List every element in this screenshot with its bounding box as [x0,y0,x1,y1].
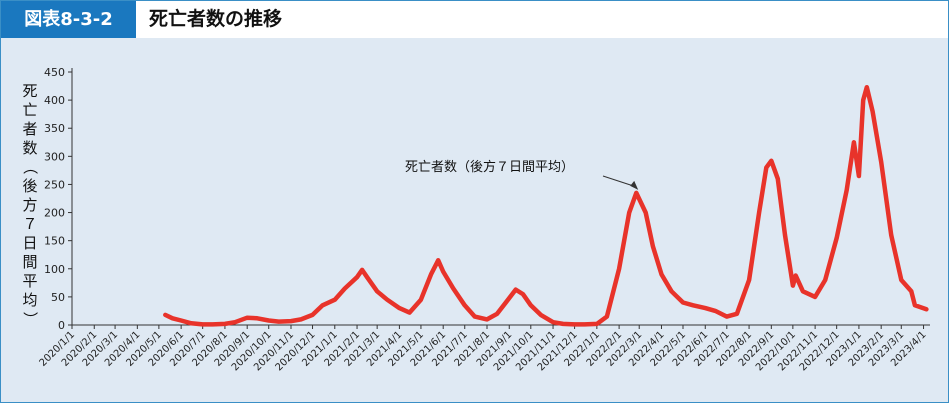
annotation: 死亡者数（後方７日間平均） [405,159,639,190]
y-axis-label-char: 者 [22,120,37,138]
y-tick-label: 150 [44,235,65,248]
y-axis-label-char: ） [21,311,39,326]
plot-background [1,38,948,402]
y-axis-label-char: 均 [22,291,37,309]
series-line-deaths [163,84,929,327]
annotation-label: 死亡者数（後方７日間平均） [405,159,574,175]
y-tick-label: 300 [44,150,65,163]
y-tick-label: 400 [44,94,65,107]
figure-header: 図表8-3-2 死亡者数の推移 [1,1,948,38]
y-axis-label-char: 亡 [22,101,37,119]
y-axis-label-char: 間 [22,253,37,271]
y-axis-label-char: （ [21,159,39,174]
y-tick-label: 350 [44,122,65,135]
annotation-arrow-head [630,180,639,190]
y-tick-label: 50 [51,291,65,304]
y-tick-label: 100 [44,263,65,276]
y-tick-label: 0 [58,319,65,332]
y-axis-label: 死亡者数 （ 後方７日間平均 ） [21,82,39,327]
y-tick-label: 250 [44,178,65,191]
x-axis-ticks: 2020/1/12020/2/12020/3/12020/4/12020/5/1… [38,325,929,373]
y-axis-label-char: 死 [22,82,37,100]
y-axis-label-char: 後 [22,177,37,195]
y-axis-ticks: 0 50 100 150 200 250 300 350 400 450 [44,66,72,332]
series [163,84,929,327]
figure-number-badge: 図表8-3-2 [1,1,136,38]
annotation-arrow-line [602,175,637,188]
y-axis-label-char: 平 [22,272,37,290]
y-tick-label: 450 [44,66,65,79]
y-axis-label-char: 方 [22,196,37,214]
y-axis-label-char: 数 [22,139,37,157]
y-axis-label-char: 日 [22,234,37,252]
y-tick-label: 200 [44,207,65,220]
y-axis-label-char: ７ [22,215,37,233]
figure-title: 死亡者数の推移 [149,8,283,30]
